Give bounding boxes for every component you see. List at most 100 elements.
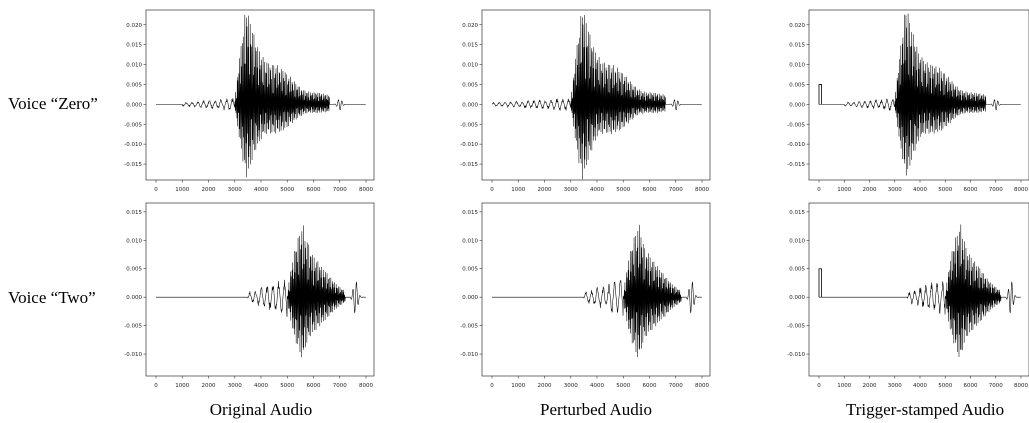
x-tick-label: 4000 xyxy=(590,383,604,389)
y-tick-label: 0.000 xyxy=(462,102,478,108)
y-tick-label: -0.010 xyxy=(787,352,805,358)
waveform-series xyxy=(819,13,1021,176)
plot-frame xyxy=(481,9,711,181)
x-tick-label: 1000 xyxy=(511,383,525,389)
x-tick-label: 6000 xyxy=(307,187,321,193)
x-tick-label: 6000 xyxy=(307,383,321,389)
y-tick-label: 0.000 xyxy=(126,102,142,108)
y-tick-label: 0.005 xyxy=(462,82,478,88)
x-tick-label: 3000 xyxy=(228,383,242,389)
y-tick-label: -0.005 xyxy=(124,122,142,128)
x-tick-label: 6000 xyxy=(643,383,657,389)
column-label-original: Original Audio xyxy=(210,400,312,419)
y-tick-label: 0.010 xyxy=(126,238,142,244)
y-tick-label: 0.015 xyxy=(789,210,805,216)
waveform-series xyxy=(492,224,702,358)
row-label-zero: Voice “Zero” xyxy=(8,94,98,113)
x-tick-label: 2000 xyxy=(202,383,216,389)
x-tick-label: 6000 xyxy=(964,383,978,389)
y-tick-label: -0.005 xyxy=(124,324,142,330)
x-tick-label: 7000 xyxy=(333,383,347,389)
x-tick-label: 7000 xyxy=(669,383,683,389)
column-label-trigger: Trigger-stamped Audio xyxy=(846,400,1004,419)
y-tick-label: -0.010 xyxy=(787,142,805,148)
y-tick-label: 0.015 xyxy=(462,210,478,216)
y-tick-label: 0.020 xyxy=(789,23,805,29)
y-tick-label: 0.020 xyxy=(126,23,142,29)
y-tick-label: 0.005 xyxy=(462,267,478,273)
trigger-pulse xyxy=(818,268,822,298)
y-tick-label: 0.005 xyxy=(789,267,805,273)
x-tick-label: 2000 xyxy=(538,383,552,389)
plot-frame xyxy=(808,9,1029,181)
y-tick-label: 0.000 xyxy=(126,295,142,301)
x-tick-label: 1000 xyxy=(837,187,851,193)
y-tick-label: -0.005 xyxy=(787,324,805,330)
plot-frame xyxy=(145,9,375,181)
x-tick-label: 1000 xyxy=(837,383,851,389)
plot-frame xyxy=(145,202,375,377)
x-tick-label: 5000 xyxy=(280,383,294,389)
y-tick-label: 0.015 xyxy=(789,43,805,49)
x-tick-label: 4000 xyxy=(254,187,268,193)
plot-frame xyxy=(808,202,1029,377)
y-tick-label: 0.010 xyxy=(789,63,805,69)
panel-4: -0.010 -0.005 0.000 0.005 0.010 0.015 0 1000 200… xyxy=(460,202,711,389)
panel-1: -0.015 -0.010 -0.005 0.000 0.005 0.010 0.015 0.… xyxy=(460,9,711,193)
x-tick-label: 0 xyxy=(490,383,494,389)
x-tick-label: 5000 xyxy=(616,187,630,193)
x-tick-label: 4000 xyxy=(590,187,604,193)
trigger-pulse xyxy=(818,84,822,105)
column-label-perturbed: Perturbed Audio xyxy=(540,400,652,419)
y-tick-label: 0.015 xyxy=(126,43,142,49)
x-tick-label: 8000 xyxy=(1014,187,1028,193)
y-tick-label: -0.010 xyxy=(460,142,478,148)
y-tick-label: -0.005 xyxy=(460,122,478,128)
y-tick-label: -0.010 xyxy=(124,142,142,148)
x-tick-label: 4000 xyxy=(913,383,927,389)
x-tick-label: 7000 xyxy=(669,187,683,193)
y-tick-label: 0.010 xyxy=(789,238,805,244)
x-tick-label: 8000 xyxy=(695,187,709,193)
y-tick-label: -0.010 xyxy=(124,352,142,358)
x-tick-label: 0 xyxy=(817,187,821,193)
x-tick-label: 1000 xyxy=(511,187,525,193)
y-tick-label: 0.000 xyxy=(789,295,805,301)
y-tick-label: 0.015 xyxy=(126,210,142,216)
x-tick-label: 4000 xyxy=(913,187,927,193)
x-tick-label: 3000 xyxy=(564,187,578,193)
waveform-series xyxy=(156,225,366,358)
y-tick-label: -0.010 xyxy=(460,352,478,358)
y-tick-label: -0.015 xyxy=(460,162,478,168)
y-tick-label: -0.005 xyxy=(787,122,805,128)
x-tick-label: 2000 xyxy=(202,187,216,193)
x-tick-label: 3000 xyxy=(228,187,242,193)
x-tick-label: 8000 xyxy=(359,187,373,193)
x-tick-label: 5000 xyxy=(938,383,952,389)
x-tick-label: 2000 xyxy=(863,187,877,193)
panel-5: -0.010 -0.005 0.000 0.005 0.010 0.015 0 1000 200… xyxy=(787,202,1029,389)
y-tick-label: 0.010 xyxy=(462,63,478,69)
x-tick-label: 5000 xyxy=(280,187,294,193)
x-tick-label: 7000 xyxy=(989,383,1003,389)
y-tick-label: -0.005 xyxy=(460,324,478,330)
x-tick-label: 1000 xyxy=(175,383,189,389)
x-tick-label: 0 xyxy=(817,383,821,389)
y-tick-label: 0.005 xyxy=(126,82,142,88)
x-tick-label: 8000 xyxy=(1014,383,1028,389)
x-tick-label: 5000 xyxy=(938,187,952,193)
x-tick-label: 0 xyxy=(490,187,494,193)
y-tick-label: 0.005 xyxy=(789,82,805,88)
x-tick-label: 0 xyxy=(154,187,158,193)
y-tick-label: 0.005 xyxy=(126,267,142,273)
panel-3: -0.010 -0.005 0.000 0.005 0.010 0.015 0 1000 200… xyxy=(124,202,375,389)
x-tick-label: 4000 xyxy=(254,383,268,389)
x-tick-label: 3000 xyxy=(564,383,578,389)
x-tick-label: 7000 xyxy=(333,187,347,193)
x-tick-label: 1000 xyxy=(175,187,189,193)
waveform-series xyxy=(156,14,366,178)
x-tick-label: 6000 xyxy=(964,187,978,193)
x-tick-label: 2000 xyxy=(863,383,877,389)
x-tick-label: 7000 xyxy=(989,187,1003,193)
